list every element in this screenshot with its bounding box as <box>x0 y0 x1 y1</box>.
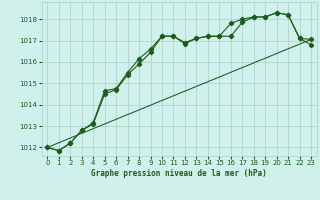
X-axis label: Graphe pression niveau de la mer (hPa): Graphe pression niveau de la mer (hPa) <box>91 169 267 178</box>
